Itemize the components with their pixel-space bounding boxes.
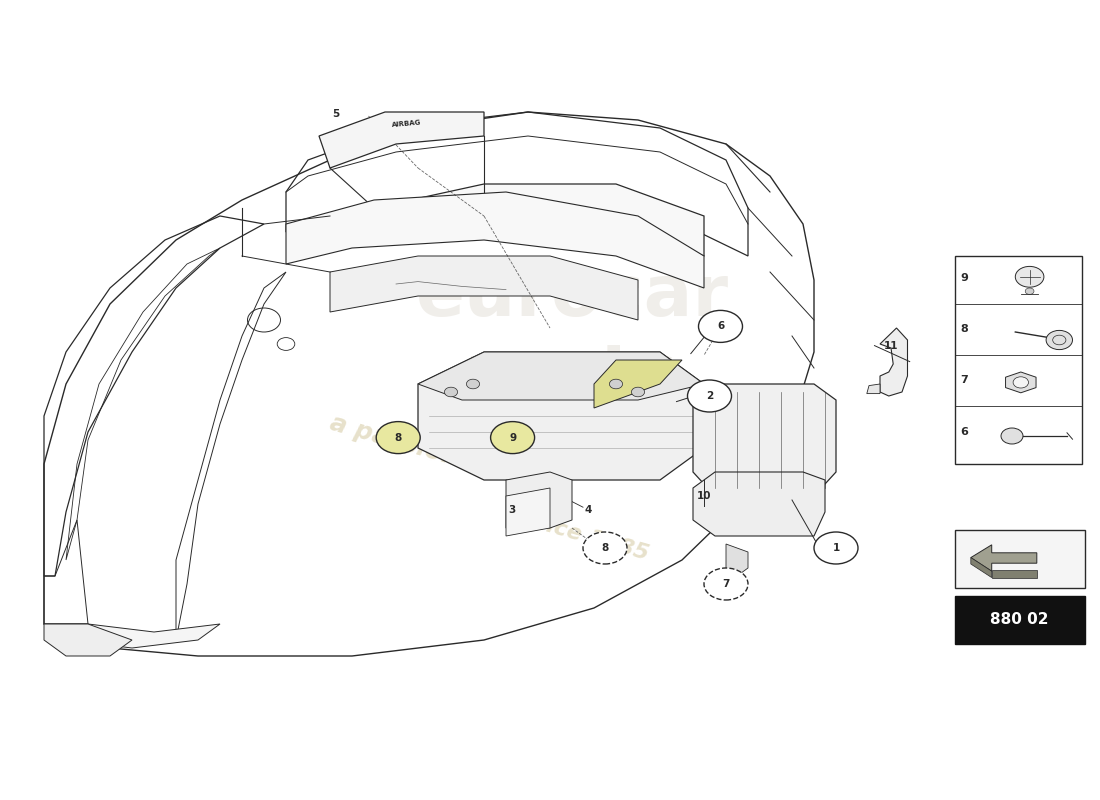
Circle shape (698, 310, 742, 342)
Polygon shape (319, 112, 484, 168)
Circle shape (704, 568, 748, 600)
Polygon shape (1005, 372, 1036, 393)
FancyBboxPatch shape (955, 256, 1082, 464)
Circle shape (1025, 288, 1034, 294)
Circle shape (1013, 377, 1028, 388)
Text: since 1985: since 1985 (516, 508, 650, 564)
Text: 9: 9 (960, 273, 968, 283)
Circle shape (583, 532, 627, 564)
Circle shape (466, 379, 480, 389)
Polygon shape (971, 545, 1037, 571)
Circle shape (444, 387, 458, 397)
Circle shape (609, 379, 623, 389)
Polygon shape (44, 624, 132, 656)
Text: 1: 1 (833, 543, 839, 553)
Text: eurocar
parts: eurocar parts (416, 262, 728, 410)
Polygon shape (992, 570, 1037, 578)
Polygon shape (506, 472, 572, 528)
Polygon shape (418, 352, 704, 400)
Text: AIRBAG: AIRBAG (392, 120, 422, 128)
Circle shape (688, 380, 732, 412)
Polygon shape (880, 328, 907, 396)
Text: 7: 7 (960, 375, 968, 386)
Text: 4: 4 (585, 506, 592, 515)
Text: 8: 8 (602, 543, 608, 553)
Polygon shape (594, 360, 682, 408)
Polygon shape (418, 352, 704, 480)
Text: 8: 8 (960, 324, 968, 334)
Polygon shape (374, 184, 704, 256)
Polygon shape (44, 624, 220, 648)
Polygon shape (330, 256, 638, 320)
Text: 11: 11 (883, 341, 899, 350)
Circle shape (1046, 330, 1072, 350)
Text: 8: 8 (395, 433, 402, 442)
Circle shape (491, 422, 535, 454)
Polygon shape (726, 544, 748, 576)
Circle shape (1001, 428, 1023, 444)
Text: 6: 6 (960, 426, 968, 437)
Text: a passion for: a passion for (327, 411, 509, 485)
Text: 10: 10 (696, 491, 712, 501)
Polygon shape (286, 192, 704, 288)
Text: 7: 7 (723, 579, 729, 589)
FancyBboxPatch shape (955, 530, 1085, 588)
Polygon shape (971, 558, 992, 578)
Text: 5: 5 (332, 109, 339, 118)
Polygon shape (693, 384, 836, 496)
Circle shape (1015, 266, 1044, 287)
Circle shape (376, 422, 420, 454)
Circle shape (814, 532, 858, 564)
Polygon shape (693, 472, 825, 536)
Text: 2: 2 (706, 391, 713, 401)
Text: 6: 6 (717, 322, 724, 331)
Text: 9: 9 (509, 433, 516, 442)
Text: 3: 3 (508, 506, 515, 515)
Circle shape (631, 387, 645, 397)
Polygon shape (867, 384, 880, 394)
FancyBboxPatch shape (955, 596, 1085, 644)
Text: 880 02: 880 02 (990, 613, 1049, 627)
Polygon shape (506, 488, 550, 536)
